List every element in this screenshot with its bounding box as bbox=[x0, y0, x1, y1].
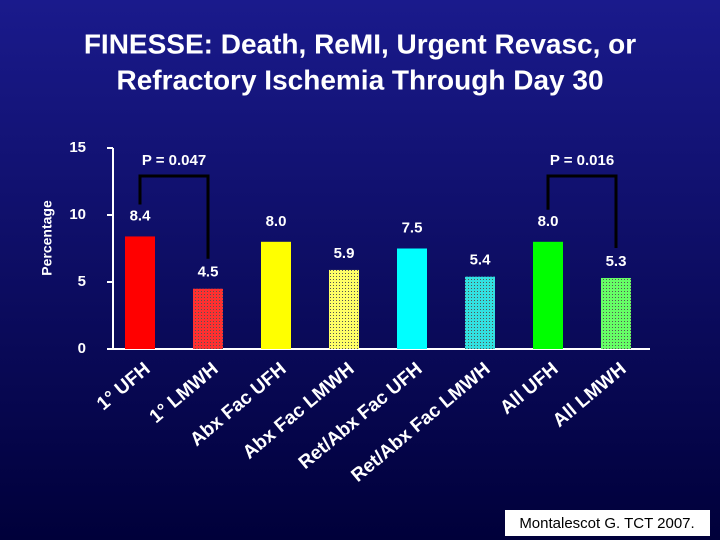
value-label: 8.0 bbox=[266, 213, 287, 230]
bar bbox=[193, 288, 223, 349]
source: Montalescot G. TCT 2007. bbox=[519, 515, 694, 532]
bar bbox=[465, 276, 495, 349]
bar bbox=[329, 269, 359, 349]
value-label: 7.5 bbox=[402, 219, 423, 236]
value-label: 4.5 bbox=[198, 264, 219, 281]
bar bbox=[125, 236, 155, 349]
bracket bbox=[138, 174, 210, 259]
p-value: P = 0.047 bbox=[142, 152, 206, 169]
y-tick-label: 0 bbox=[78, 340, 86, 357]
value-label: 5.9 bbox=[334, 245, 355, 262]
y-tick-label: 5 bbox=[78, 273, 86, 290]
y-axis-title: Percentage bbox=[39, 200, 55, 276]
y-tick-label: 15 bbox=[69, 139, 86, 156]
source-box bbox=[505, 510, 710, 536]
chart-title: FINESSE: Death, ReMI, Urgent Revasc, or bbox=[84, 28, 636, 59]
value-label: 5.4 bbox=[470, 252, 492, 269]
value-label: 5.3 bbox=[606, 253, 627, 270]
bracket bbox=[546, 174, 618, 248]
p-value: P = 0.016 bbox=[550, 152, 614, 169]
bar bbox=[261, 241, 291, 349]
bar bbox=[533, 241, 563, 349]
chart-title: Refractory Ischemia Through Day 30 bbox=[116, 64, 603, 95]
bar bbox=[397, 248, 427, 349]
value-label: 8.0 bbox=[538, 213, 559, 230]
y-tick-label: 10 bbox=[69, 206, 86, 223]
bar bbox=[601, 277, 631, 349]
value-label: 8.4 bbox=[130, 207, 152, 224]
